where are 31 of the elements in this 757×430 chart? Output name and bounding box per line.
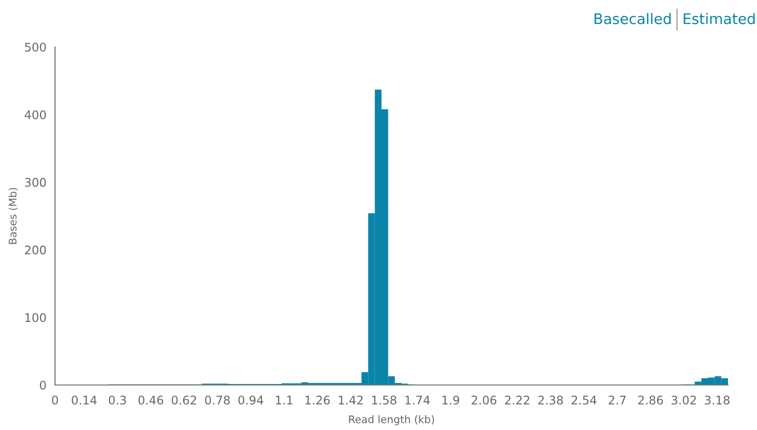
y-axis-title: Bases (Mb) (8, 188, 18, 244)
y-tick-label: 0 (40, 380, 46, 390)
x-tick-label: 0.78 (205, 396, 230, 405)
x-tick-label: 2.22 (504, 396, 530, 404)
x-tick-label: 3.02 (672, 396, 696, 405)
y-tick-label: 400 (24, 110, 46, 120)
x-tick-label: 2.38 (538, 396, 563, 405)
y-tick-label: 300 (25, 178, 46, 187)
x-tick-label: 2.86 (638, 396, 663, 405)
x-tick-label: 1.74 (405, 396, 430, 404)
y-tick-label: 200 (25, 246, 46, 254)
x-tick-label: 0.62 (172, 396, 196, 405)
x-tick-label: 1.9 (442, 396, 460, 405)
x-tick-label: 0.94 (238, 396, 264, 405)
text: Basecalled (594, 12, 671, 24)
x-axis-title: Read length (kb) (349, 415, 434, 426)
y-tick-label: 100 (25, 313, 46, 322)
x-tick-label: 3.18 (704, 396, 730, 405)
x-tick-label: 0.3 (108, 396, 126, 405)
x-tick-label: 0 (52, 396, 58, 405)
x-tick-label: 1.1 (276, 396, 292, 404)
x-tick-label: 2.7 (608, 396, 626, 404)
y-tick-label: 500 (25, 42, 46, 52)
x-tick-label: 1.58 (372, 396, 396, 405)
x-tick-label: 0.14 (72, 396, 97, 405)
x-tick-label: 2.06 (472, 396, 496, 405)
x-tick-label: 2.54 (572, 396, 596, 405)
x-tick-label: 1.26 (306, 396, 330, 405)
x-tick-label: 1.42 (338, 396, 363, 404)
text: Estimated (684, 12, 755, 24)
x-tick-label: 0.46 (138, 396, 164, 405)
